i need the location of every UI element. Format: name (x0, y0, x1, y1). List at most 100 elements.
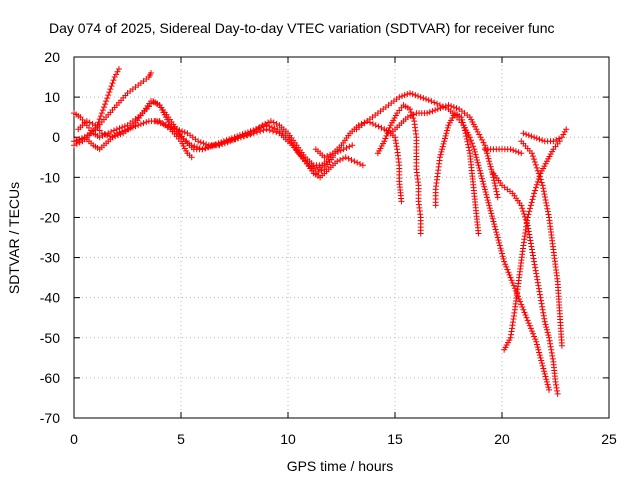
data-point (462, 130, 469, 137)
data-point (554, 390, 561, 397)
data-point (533, 273, 540, 280)
data-point (106, 133, 113, 140)
data-point (262, 120, 269, 127)
data-point (474, 156, 481, 163)
data-point (479, 178, 486, 185)
data-point (75, 136, 82, 143)
data-point (544, 208, 551, 215)
data-point (477, 134, 484, 141)
data-point (491, 223, 498, 230)
data-point (558, 134, 565, 141)
data-point (321, 154, 328, 161)
data-point (359, 162, 366, 169)
data-point (527, 325, 534, 332)
data-point (273, 129, 280, 136)
data-point (107, 86, 114, 93)
data-point (337, 147, 344, 154)
series-arc-11 (387, 102, 501, 201)
data-point (417, 230, 424, 237)
series-arc-10 (374, 102, 424, 237)
data-point (526, 322, 533, 329)
data-point (537, 354, 544, 361)
data-point (486, 202, 493, 209)
data-point (549, 355, 556, 362)
data-point (523, 131, 530, 138)
data-point (181, 129, 188, 136)
y-tick-label: -60 (40, 370, 60, 386)
data-point (392, 137, 399, 144)
data-marks (71, 66, 570, 397)
data-point (369, 120, 376, 127)
data-point (519, 304, 526, 311)
data-point (528, 133, 535, 140)
data-point (434, 106, 441, 113)
data-point (221, 140, 228, 147)
data-point (378, 124, 385, 131)
data-point (398, 93, 405, 100)
data-point (375, 123, 382, 130)
data-point (531, 159, 538, 166)
data-point (448, 103, 455, 110)
data-point (505, 269, 512, 276)
data-point (168, 124, 175, 131)
data-point (518, 150, 525, 157)
data-point (534, 276, 541, 283)
series-arc-5 (73, 118, 195, 161)
data-point (441, 138, 448, 145)
x-tick-label: 20 (494, 431, 510, 447)
data-point (163, 122, 170, 129)
data-point (486, 205, 493, 212)
data-point (406, 90, 413, 97)
data-point (488, 166, 495, 173)
data-point (486, 160, 493, 167)
data-point (540, 188, 547, 195)
data-point (532, 336, 539, 343)
data-point (534, 344, 541, 351)
data-point (266, 127, 273, 134)
data-point (481, 186, 488, 193)
data-point (535, 170, 542, 177)
data-point (530, 156, 537, 163)
data-point (490, 218, 497, 225)
series-arc-8 (312, 118, 405, 205)
data-point (191, 143, 198, 150)
data-point (410, 111, 417, 118)
data-point (480, 139, 487, 146)
data-point (154, 119, 161, 126)
data-point (484, 152, 491, 159)
series-arc-6 (152, 118, 326, 169)
data-point (345, 155, 352, 162)
data-point (475, 162, 482, 169)
data-point (542, 373, 549, 380)
series-arc-13 (481, 146, 525, 157)
series-arc-16 (518, 138, 565, 349)
data-point (520, 130, 527, 137)
data-point (393, 143, 400, 150)
data-point (492, 226, 499, 233)
data-point (460, 122, 467, 129)
data-point (409, 112, 416, 119)
data-point (270, 119, 277, 126)
data-point (491, 221, 498, 228)
data-point (219, 141, 226, 148)
data-point (528, 199, 535, 206)
data-point (148, 70, 155, 77)
data-point (525, 211, 532, 218)
data-point (543, 199, 550, 206)
data-point (179, 128, 186, 135)
data-point (407, 112, 414, 119)
data-point (266, 123, 273, 130)
data-point (542, 321, 549, 328)
data-point (531, 134, 538, 141)
x-tick-label: 0 (70, 431, 78, 447)
data-point (114, 68, 121, 75)
data-point (157, 120, 164, 127)
data-point (445, 102, 452, 109)
x-tick-label: 25 (601, 431, 617, 447)
data-point (532, 187, 539, 194)
data-point (526, 208, 533, 215)
data-point (108, 128, 115, 135)
data-point (537, 294, 544, 301)
data-point (116, 129, 123, 136)
data-point (530, 193, 537, 200)
